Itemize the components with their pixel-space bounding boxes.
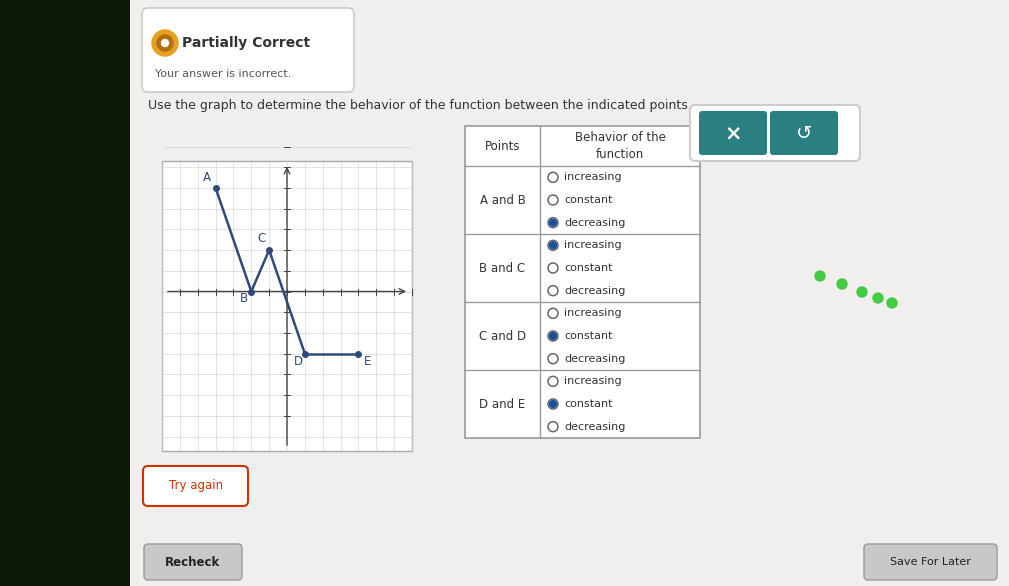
Text: C and D: C and D [479, 329, 526, 342]
FancyBboxPatch shape [143, 466, 248, 506]
Circle shape [548, 399, 558, 409]
Circle shape [548, 331, 558, 341]
Text: increasing: increasing [564, 240, 622, 250]
Text: Your answer is incorrect.: Your answer is incorrect. [155, 69, 292, 79]
Text: B and C: B and C [479, 261, 526, 274]
Text: C: C [257, 232, 265, 245]
Text: increasing: increasing [564, 172, 622, 182]
Circle shape [550, 400, 557, 407]
Text: decreasing: decreasing [564, 354, 626, 364]
Text: decreasing: decreasing [564, 285, 626, 296]
Circle shape [548, 354, 558, 364]
Text: Try again: Try again [169, 479, 223, 492]
Bar [0, 0, 135, 586]
Circle shape [548, 285, 558, 296]
Circle shape [550, 219, 557, 226]
Text: increasing: increasing [564, 376, 622, 386]
Circle shape [548, 240, 558, 250]
Circle shape [857, 287, 867, 297]
FancyBboxPatch shape [699, 111, 767, 155]
FancyBboxPatch shape [142, 8, 354, 92]
Bar [465, 126, 700, 438]
Circle shape [548, 217, 558, 228]
Text: A and B: A and B [479, 193, 526, 206]
FancyBboxPatch shape [770, 111, 838, 155]
Text: decreasing: decreasing [564, 422, 626, 432]
Circle shape [550, 242, 557, 249]
Text: decreasing: decreasing [564, 217, 626, 228]
Text: ↺: ↺ [796, 124, 812, 142]
Text: ×: × [724, 123, 742, 143]
Circle shape [548, 376, 558, 386]
Circle shape [152, 30, 178, 56]
Text: Save For Later: Save For Later [890, 557, 971, 567]
Text: D and E: D and E [479, 397, 526, 411]
Circle shape [815, 271, 825, 281]
Circle shape [548, 195, 558, 205]
Text: Use the graph to determine the behavior of the function between the indicated po: Use the graph to determine the behavior … [148, 100, 692, 113]
Circle shape [548, 172, 558, 182]
Circle shape [887, 298, 897, 308]
Bar [130, 0, 1009, 586]
Bar [162, 161, 412, 451]
FancyBboxPatch shape [144, 544, 242, 580]
Text: constant: constant [564, 331, 612, 341]
Text: B: B [240, 292, 248, 305]
Circle shape [873, 293, 883, 303]
Circle shape [548, 422, 558, 432]
Circle shape [161, 39, 169, 46]
Text: constant: constant [564, 399, 612, 409]
Circle shape [548, 263, 558, 273]
FancyBboxPatch shape [690, 105, 860, 161]
Text: Points: Points [484, 139, 521, 152]
Circle shape [550, 332, 557, 339]
Circle shape [837, 279, 847, 289]
Text: Recheck: Recheck [165, 556, 221, 568]
Circle shape [157, 35, 173, 51]
Circle shape [548, 308, 558, 318]
Text: Behavior of the
function: Behavior of the function [574, 131, 666, 161]
Text: constant: constant [564, 195, 612, 205]
Text: E: E [363, 355, 370, 367]
Text: increasing: increasing [564, 308, 622, 318]
FancyBboxPatch shape [864, 544, 997, 580]
Text: D: D [294, 355, 303, 367]
Text: constant: constant [564, 263, 612, 273]
Text: Partially Correct: Partially Correct [182, 36, 310, 50]
Text: A: A [203, 171, 211, 184]
